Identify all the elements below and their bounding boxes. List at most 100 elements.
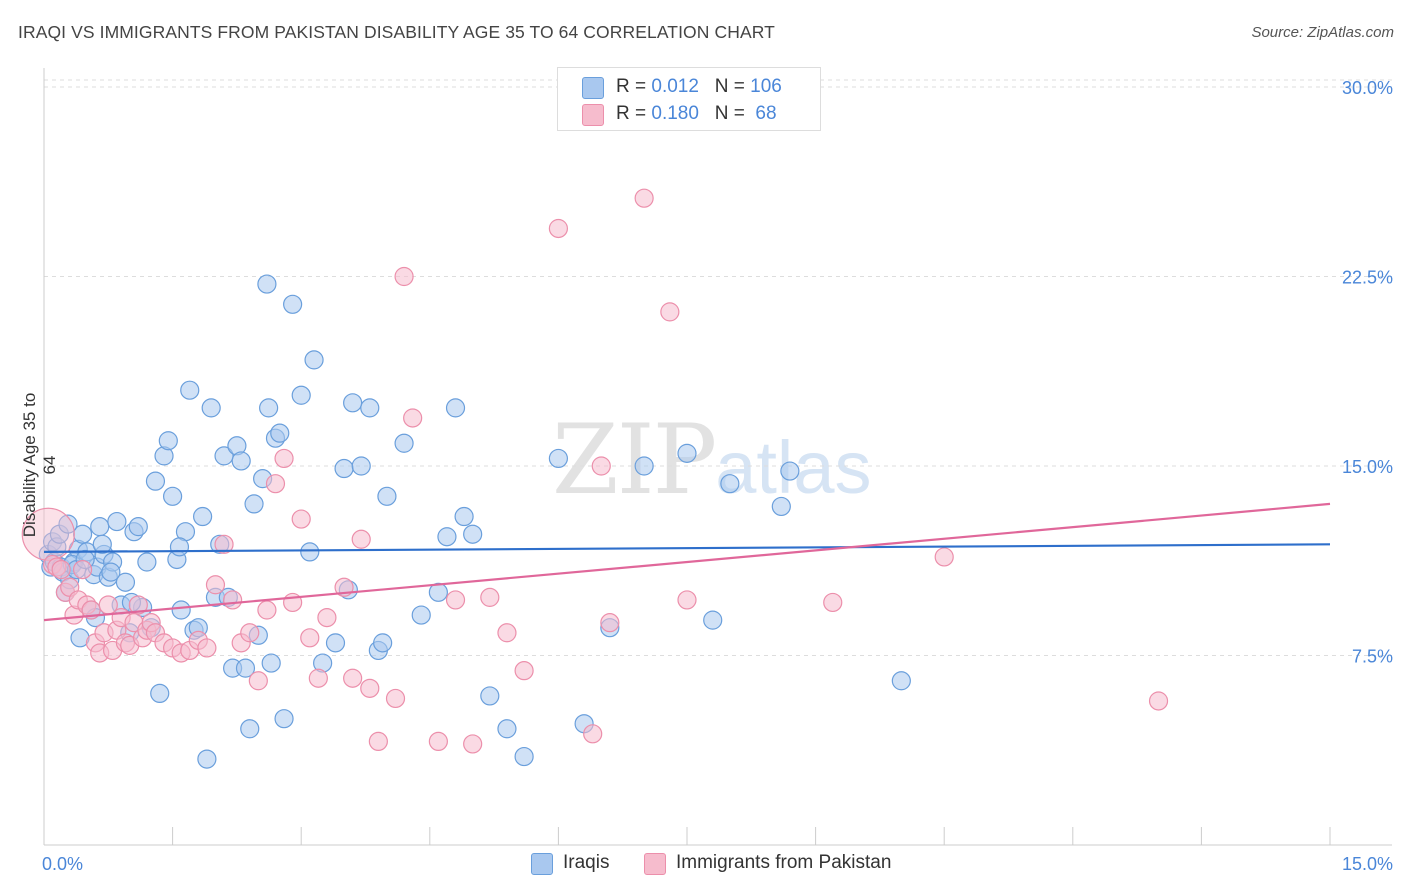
point-pakistan bbox=[548, 218, 569, 239]
legend-label-iraqis: Iraqis bbox=[563, 852, 610, 873]
point-iraqis bbox=[351, 456, 371, 476]
point-iraqis bbox=[343, 393, 363, 413]
point-iraqis bbox=[169, 537, 190, 557]
point-pakistan bbox=[428, 731, 448, 752]
point-iraqis bbox=[334, 458, 354, 479]
point-pakistan bbox=[351, 529, 371, 549]
point-pakistan bbox=[265, 474, 286, 494]
point-iraqis bbox=[480, 686, 500, 706]
point-iraqis bbox=[634, 456, 654, 476]
point-pakistan bbox=[660, 302, 680, 322]
point-iraqis bbox=[259, 398, 279, 418]
point-iraqis bbox=[101, 562, 121, 582]
point-iraqis bbox=[128, 517, 148, 537]
point-pakistan bbox=[591, 456, 611, 476]
point-iraqis bbox=[394, 433, 414, 453]
point-iraqis bbox=[240, 719, 260, 739]
point-iraqis bbox=[780, 461, 800, 481]
y-tick-label: 15.0% bbox=[1342, 457, 1393, 477]
y-tick-label: 30.0% bbox=[1342, 78, 1393, 98]
point-pakistan bbox=[274, 448, 294, 469]
point-pakistan bbox=[308, 668, 328, 688]
point-iraqis bbox=[107, 511, 127, 532]
point-pakistan bbox=[480, 587, 500, 607]
point-iraqis bbox=[360, 398, 380, 418]
point-iraqis bbox=[58, 514, 78, 534]
point-iraqis bbox=[257, 274, 277, 294]
point-iraqis bbox=[325, 633, 346, 653]
legend-swatch-iraqis bbox=[582, 77, 604, 99]
point-iraqis bbox=[261, 653, 281, 673]
point-iraqis bbox=[304, 350, 324, 370]
point-iraqis bbox=[497, 719, 517, 739]
legend-label-pakistan: Immigrants from Pakistan bbox=[676, 852, 892, 873]
point-pakistan bbox=[257, 600, 277, 620]
trend-line-iraqis bbox=[43, 543, 1331, 554]
point-iraqis bbox=[92, 534, 112, 554]
point-iraqis bbox=[463, 524, 483, 544]
point-iraqis bbox=[90, 517, 110, 537]
point-pakistan bbox=[514, 661, 534, 681]
point-pakistan bbox=[300, 628, 320, 648]
point-pakistan bbox=[823, 592, 843, 613]
point-iraqis bbox=[771, 496, 791, 517]
point-iraqis bbox=[158, 431, 178, 451]
point-pakistan bbox=[1148, 691, 1169, 711]
point-pakistan bbox=[385, 688, 406, 709]
point-iraqis bbox=[428, 582, 448, 602]
point-iraqis bbox=[454, 506, 474, 527]
point-pakistan bbox=[128, 595, 148, 615]
point-pakistan bbox=[343, 668, 363, 688]
point-pakistan bbox=[368, 731, 388, 752]
trend-line-pakistan bbox=[43, 502, 1331, 622]
legend-swatch-pakistan bbox=[644, 853, 666, 875]
point-pakistan bbox=[463, 734, 483, 754]
point-iraqis bbox=[145, 471, 166, 491]
point-iraqis bbox=[137, 552, 157, 572]
grid bbox=[44, 79, 1392, 656]
point-iraqis bbox=[703, 610, 723, 630]
point-iraqis bbox=[72, 524, 93, 544]
correlation-legend: R = 0.012 N = 106 R = 0.180 N = 68 bbox=[557, 67, 821, 131]
x-tick-label: 15.0% bbox=[1342, 854, 1393, 874]
point-iraqis bbox=[201, 398, 221, 418]
point-iraqis bbox=[437, 527, 457, 547]
point-pakistan bbox=[205, 575, 226, 595]
point-pakistan bbox=[72, 559, 93, 580]
point-iraqis bbox=[197, 749, 217, 769]
series-pakistan bbox=[21, 188, 1169, 754]
point-iraqis bbox=[300, 542, 320, 562]
point-iraqis bbox=[180, 380, 200, 400]
point-iraqis bbox=[163, 486, 183, 506]
point-iraqis bbox=[377, 486, 397, 506]
point-pakistan bbox=[394, 266, 414, 287]
point-pakistan bbox=[583, 724, 603, 744]
point-pakistan bbox=[51, 559, 71, 580]
point-pakistan bbox=[223, 590, 243, 610]
point-iraqis bbox=[231, 451, 251, 471]
point-pakistan bbox=[291, 509, 311, 529]
point-iraqis bbox=[548, 448, 569, 469]
axes bbox=[43, 68, 1392, 846]
point-pakistan bbox=[677, 590, 697, 610]
point-iraqis bbox=[171, 600, 191, 620]
point-iraqis bbox=[677, 443, 697, 463]
point-iraqis bbox=[115, 572, 136, 592]
watermark: ZIPatlas bbox=[552, 404, 872, 516]
y-axis-label: Disability Age 35 to 64 bbox=[20, 392, 59, 538]
point-pakistan bbox=[934, 547, 954, 567]
y-tick-label: 7.5% bbox=[1352, 647, 1393, 667]
point-pakistan bbox=[240, 623, 260, 643]
point-pakistan bbox=[600, 613, 620, 633]
point-iraqis bbox=[283, 294, 303, 314]
point-iraqis bbox=[411, 605, 431, 625]
point-pakistan bbox=[317, 607, 337, 628]
x-tick-label: 0.0% bbox=[42, 854, 83, 874]
point-pakistan bbox=[360, 678, 380, 698]
source-label: Source: ZipAtlas.com bbox=[1251, 24, 1394, 41]
point-iraqis bbox=[274, 709, 294, 729]
point-pakistan bbox=[214, 534, 234, 554]
point-iraqis bbox=[235, 658, 256, 678]
point-pakistan bbox=[634, 188, 654, 208]
